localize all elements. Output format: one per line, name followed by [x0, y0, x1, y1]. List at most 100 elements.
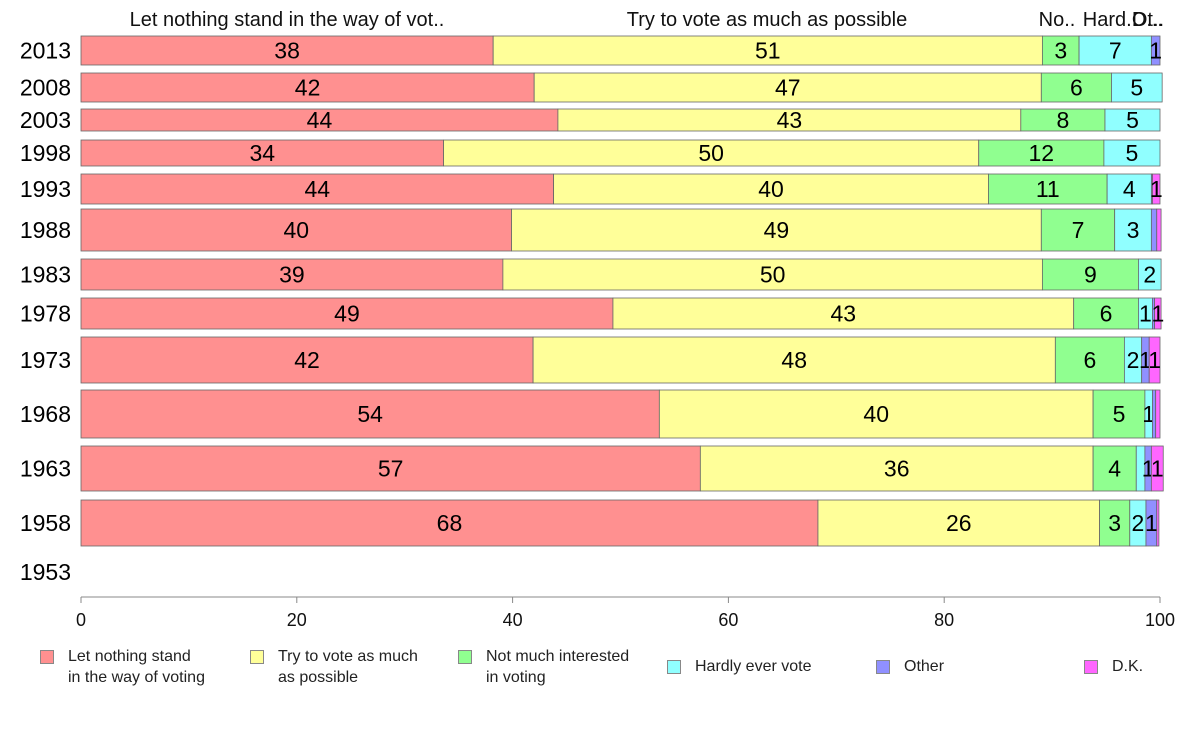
data-label: 57 [378, 456, 404, 482]
legend-label: Other [904, 658, 945, 675]
bar-segment [817, 499, 1100, 547]
legend-label: Let nothing stand in the way of voting [68, 648, 205, 686]
bar-segment [1092, 389, 1146, 439]
x-tick-label: 0 [76, 610, 86, 630]
x-tick-label: 80 [934, 610, 954, 630]
series-header-label: Try to vote as much as possible [627, 9, 908, 31]
data-label: 50 [760, 262, 786, 288]
bar-segment [1092, 445, 1137, 492]
bar-segment [1040, 208, 1116, 252]
legend-item-let-nothing-stand: Let nothing stand in the way of voting [40, 646, 205, 688]
data-label: 1 [1151, 301, 1164, 327]
y-tick-label: 2003 [20, 107, 71, 133]
data-label: 7 [1072, 217, 1085, 243]
bar-segment [80, 35, 494, 66]
data-label: 49 [334, 301, 360, 327]
bar-segment [1040, 72, 1112, 103]
bar-segment [1103, 139, 1161, 167]
y-tick-label: 1983 [20, 262, 71, 288]
bar-segment [1154, 297, 1162, 330]
bar-segment [492, 35, 1043, 66]
legend-item-not-much-interested: Not much interested in voting [458, 646, 629, 688]
legend-swatch [250, 650, 264, 664]
data-label: 1 [1142, 401, 1155, 427]
data-label: 5 [1130, 75, 1143, 101]
data-label: 1 [1149, 38, 1162, 64]
legend-swatch [1084, 660, 1098, 674]
data-label: 50 [698, 140, 724, 166]
legend-item-other: Other [876, 656, 944, 677]
data-label: 44 [305, 176, 331, 202]
bar-segment [553, 173, 989, 205]
series-header-label: Ot.. [1132, 9, 1164, 31]
data-label: 68 [437, 510, 463, 536]
bar-segment [80, 258, 504, 291]
data-label: 26 [946, 510, 972, 536]
bar-segment [1054, 336, 1125, 384]
y-tick-label: 1963 [20, 456, 71, 482]
data-label: 1 [1148, 347, 1161, 373]
data-label: 39 [279, 262, 305, 288]
data-label: 9 [1084, 262, 1097, 288]
data-label: 42 [295, 75, 321, 101]
y-tick-label: 2008 [20, 75, 71, 101]
bar-segment [80, 336, 534, 384]
bar-segment [1041, 35, 1080, 66]
y-tick-label: 1988 [20, 217, 71, 243]
bar-segment [1104, 108, 1161, 132]
data-label: 43 [777, 107, 803, 133]
data-label: 6 [1100, 301, 1113, 327]
data-label: 49 [764, 217, 790, 243]
data-label: 44 [307, 107, 333, 133]
data-label: 12 [1029, 140, 1055, 166]
x-tick-label: 40 [503, 610, 523, 630]
data-label: 3 [1108, 510, 1121, 536]
bar-segment [1156, 499, 1160, 547]
legend-item-try-to-vote: Try to vote as much as possible [250, 646, 418, 688]
bar-segment [1106, 173, 1152, 205]
y-tick-label: 1958 [20, 510, 71, 536]
bar-segment [1155, 389, 1161, 439]
bar-segment [1152, 173, 1161, 205]
data-label: 2 [1131, 510, 1144, 536]
bar-segment [80, 72, 535, 103]
legend-label: Not much interested in voting [486, 648, 630, 686]
data-label: 1 [1150, 176, 1163, 202]
data-label: 48 [781, 347, 807, 373]
data-label: 40 [863, 401, 889, 427]
y-tick-label: 1978 [20, 301, 71, 327]
series-header-label: D... [1132, 9, 1163, 31]
data-label: 1 [1139, 347, 1152, 373]
data-label: 5 [1126, 140, 1139, 166]
data-label: 51 [755, 38, 781, 64]
y-tick-label: 1998 [20, 140, 71, 166]
legend-swatch [40, 650, 54, 664]
data-label: 36 [884, 456, 910, 482]
bar-segment [658, 389, 1094, 439]
y-tick-label: 1968 [20, 401, 71, 427]
data-label: 43 [831, 301, 857, 327]
data-label: 1 [1139, 301, 1152, 327]
bar-segment [80, 389, 660, 439]
y-tick-label: 1953 [20, 559, 71, 585]
y-tick-label: 1973 [20, 347, 71, 373]
bar-segment [988, 173, 1108, 205]
bar-segment [80, 139, 444, 167]
data-label: 6 [1083, 347, 1096, 373]
legend-label: D.K. [1112, 658, 1144, 675]
data-label: 1 [1151, 456, 1164, 482]
legend-item-dk: D.K. [1084, 656, 1143, 677]
bar-segment [1111, 72, 1163, 103]
legend-label: Try to vote as much as possible [278, 648, 418, 686]
bar-segment [80, 173, 555, 205]
series-header-label: Hard.. [1083, 9, 1137, 31]
data-label: 7 [1109, 38, 1122, 64]
bar-segment [1148, 336, 1161, 384]
bar-segment [80, 445, 701, 492]
data-label: 4 [1108, 456, 1121, 482]
series-header-label: No.. [1039, 9, 1076, 31]
bar-segment [511, 208, 1042, 252]
bar-segment [699, 445, 1094, 492]
data-label: 11 [1036, 176, 1060, 202]
